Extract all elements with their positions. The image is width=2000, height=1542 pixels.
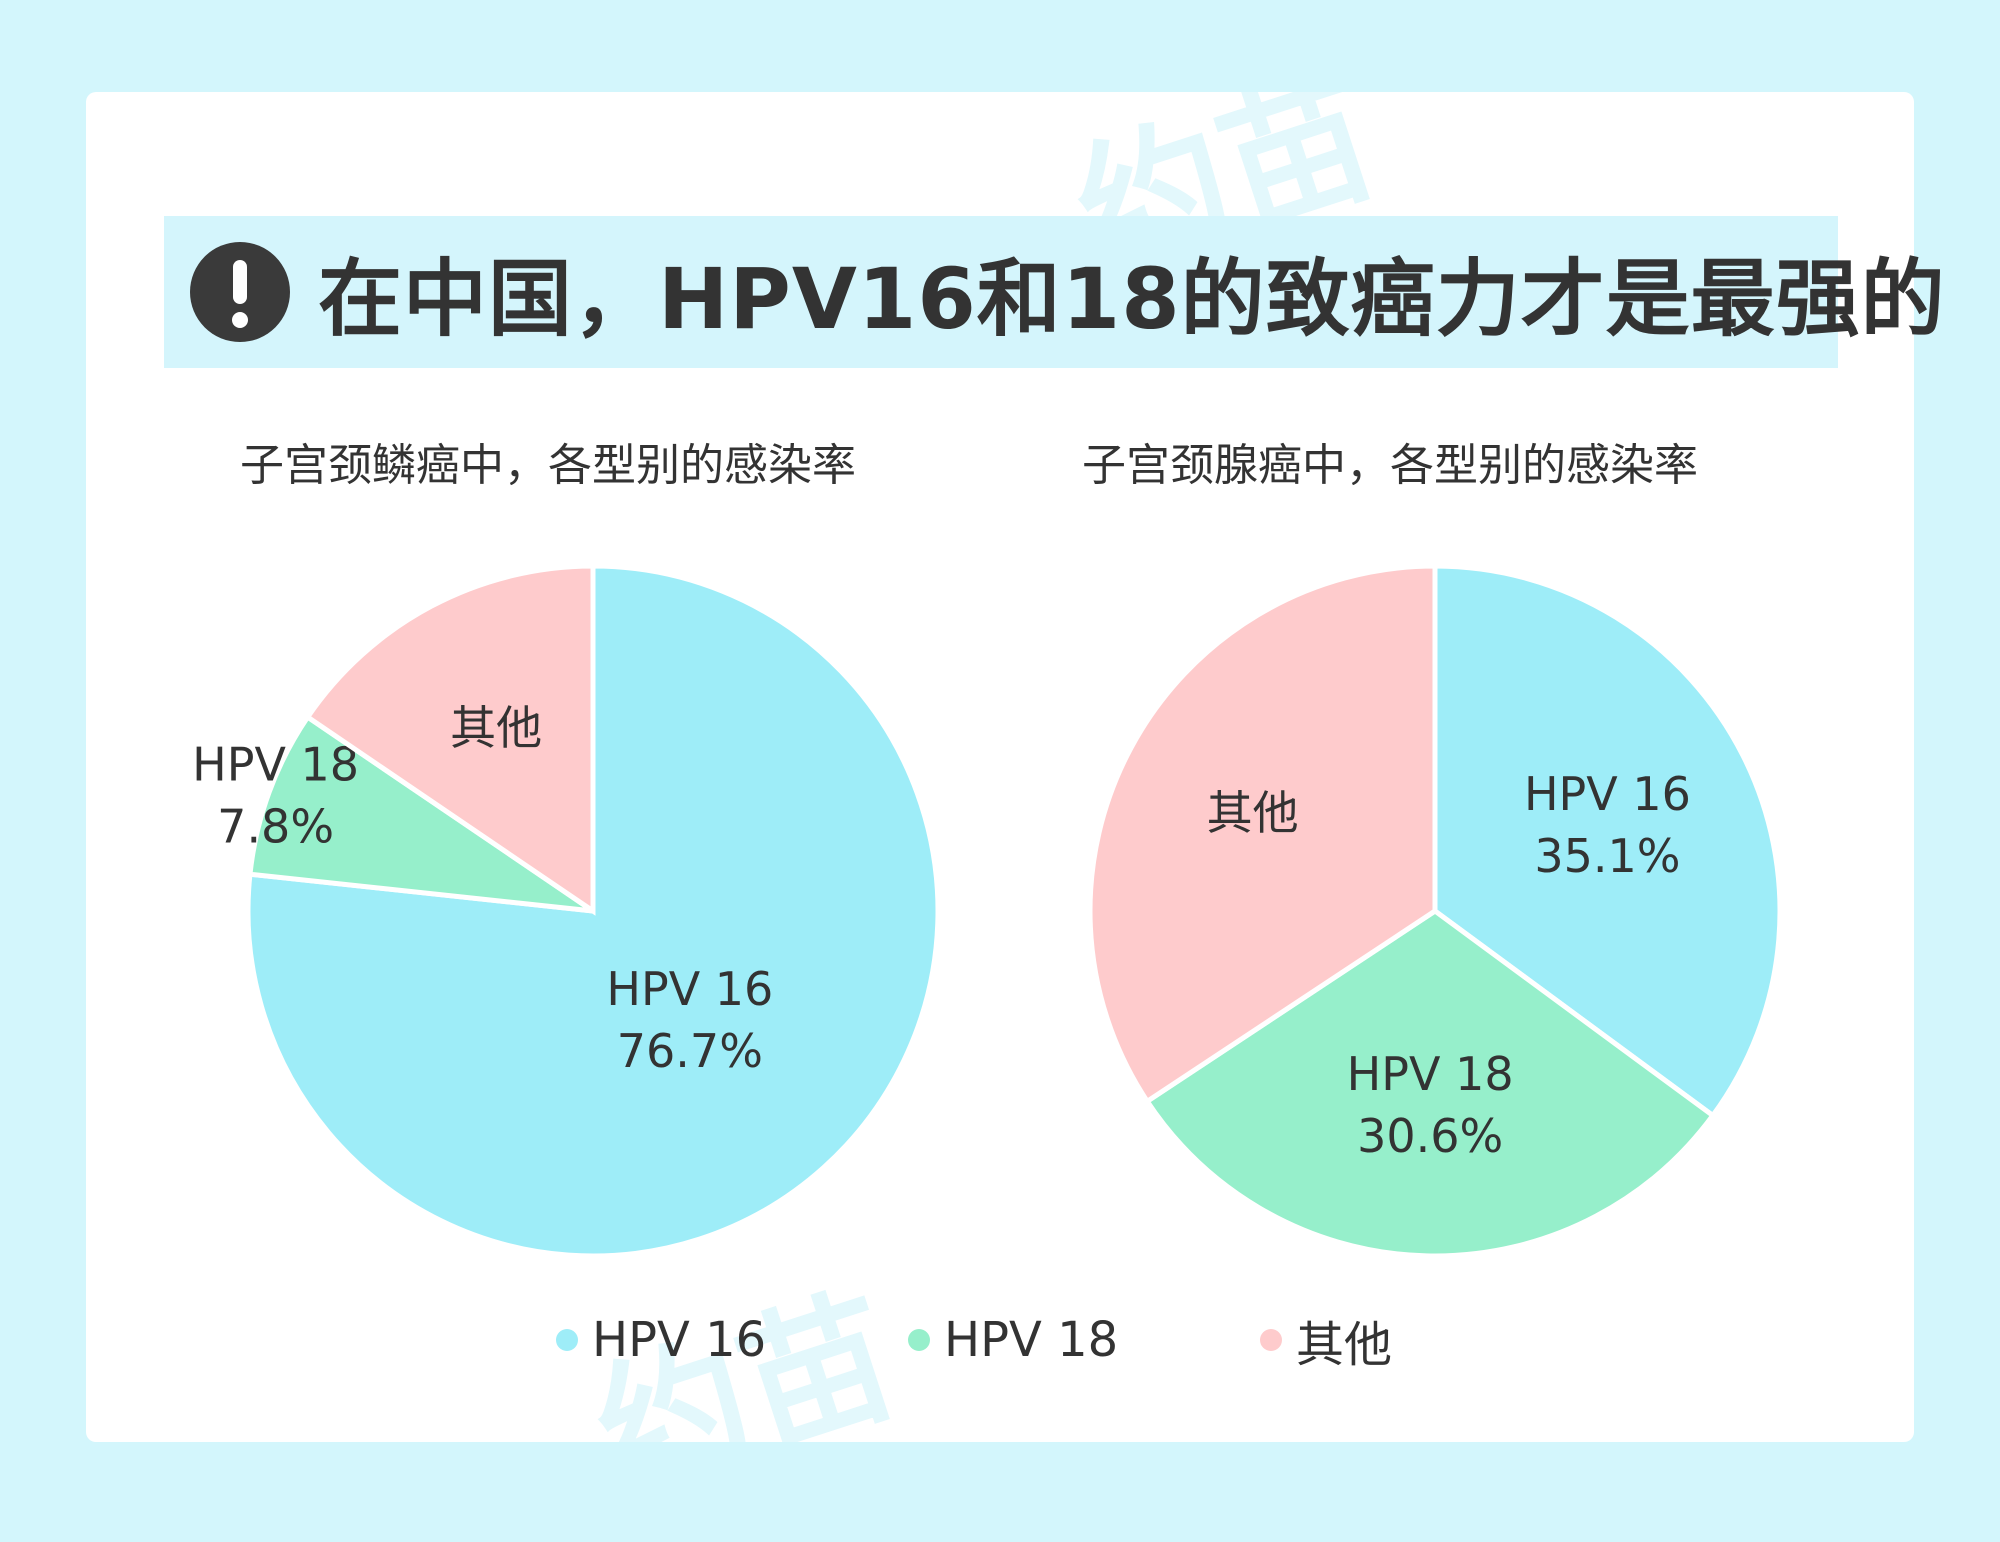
slice-label-name: HPV 16 [606,962,773,1016]
slice-label-name: HPV 18 [1347,1047,1514,1101]
legend: HPV 16 HPV 18 其他 [0,1300,2000,1380]
slice-label: HPV 16 76.7% [606,962,773,1078]
slice-label-name: HPV 18 [192,737,359,791]
pie-slice-hpv16 [1432,563,1780,1120]
legend-swatch-hpv16 [556,1329,578,1351]
slice-label: HPV 18 30.6% [1347,1047,1514,1163]
pie-slice-hpv18 [1143,907,1717,1259]
slice-label: HPV 16 35.1% [1524,767,1691,883]
slice-label-value: 7.8% [217,799,334,853]
pie-chart-adeno: 子宫颈腺癌中，各型别的感染率 HPV 16 35.1% HPV 18 30.6% 其他 [1000,436,1780,1366]
pie-svg-squamous: HPV 16 76.7% HPV 18 7.8% 其他 [192,563,938,1259]
legend-label: 其他 [1296,1317,1393,1373]
slice-label-value: 30.6% [1357,1109,1503,1163]
legend-swatch-hpv18 [908,1329,930,1351]
slice-label: 其他 [1207,786,1299,840]
slice-label: 其他 [450,701,542,755]
legend-item-hpv18: HPV 18 [908,1300,1118,1380]
slice-label-value: 76.7% [617,1024,763,1078]
slice-label-name: 其他 [450,701,542,755]
slice-label-name: HPV 16 [1524,767,1691,821]
legend-item-hpv16: HPV 16 [556,1300,766,1380]
legend-item-other: 其他 [1260,1300,1392,1380]
legend-label: HPV 18 [944,1312,1119,1368]
pie-svg-adeno: HPV 16 35.1% HPV 18 30.6% 其他 [1087,563,1780,1259]
exclamation-circle-icon [190,242,290,342]
chart-title: 子宫颈腺癌中，各型别的感染率 [1082,440,1698,491]
pie-slice-hpv18 [247,713,595,914]
slice-label-value: 35.1% [1534,829,1680,883]
legend-swatch-other [1260,1329,1282,1351]
title-banner: 在中国，HPV16和18的致癌力才是最强的 [164,216,1945,368]
pie-slice-other [1087,563,1438,1105]
slice-label: HPV 18 7.8% [192,737,359,853]
legend-label: HPV 16 [592,1312,767,1368]
pie-slice-other [304,563,596,916]
chart-title: 子宫颈鳞癌中，各型别的感染率 [240,440,856,491]
pie-chart-squamous: 子宫颈鳞癌中，各型别的感染率 HPV 16 76.7% HPV 18 7.8% 其他 [158,436,938,1366]
page-title: 在中国，HPV16和18的致癌力才是最强的 [318,249,1946,348]
slice-label-name: 其他 [1207,786,1299,840]
